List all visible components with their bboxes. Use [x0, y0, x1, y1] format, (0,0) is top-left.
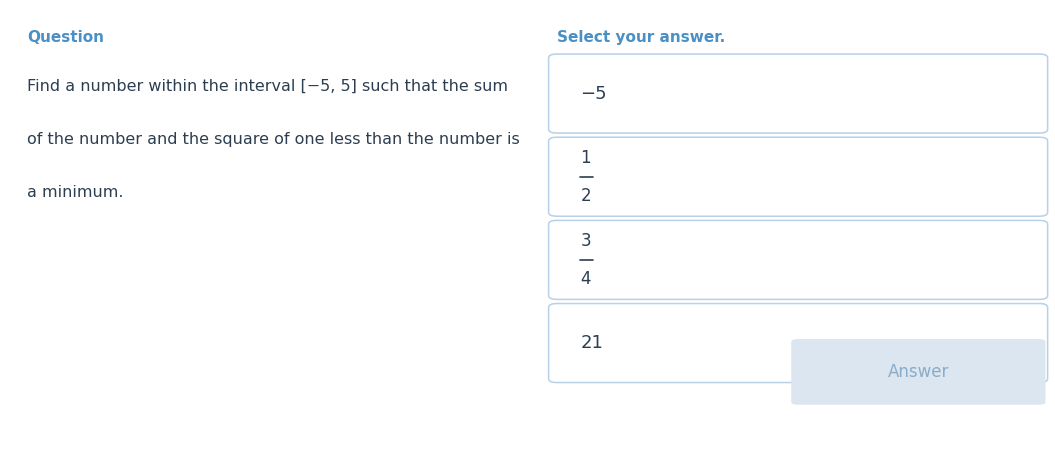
FancyBboxPatch shape — [549, 220, 1048, 299]
Text: a minimum.: a minimum. — [27, 185, 123, 200]
Text: 4: 4 — [580, 270, 591, 288]
FancyBboxPatch shape — [791, 339, 1046, 405]
FancyBboxPatch shape — [549, 304, 1048, 383]
Text: Answer: Answer — [887, 363, 950, 381]
Text: of the number and the square of one less than the number is: of the number and the square of one less… — [27, 132, 520, 146]
Text: Question: Question — [27, 30, 104, 45]
Text: 21: 21 — [580, 334, 603, 352]
Text: −5: −5 — [580, 85, 607, 103]
Text: 2: 2 — [580, 187, 591, 205]
Text: Select your answer.: Select your answer. — [557, 30, 725, 45]
FancyBboxPatch shape — [549, 54, 1048, 133]
FancyBboxPatch shape — [549, 137, 1048, 216]
Text: 1: 1 — [580, 149, 591, 166]
Text: 3: 3 — [580, 232, 591, 249]
Text: Find a number within the interval [−5, 5] such that the sum: Find a number within the interval [−5, 5… — [27, 79, 509, 93]
